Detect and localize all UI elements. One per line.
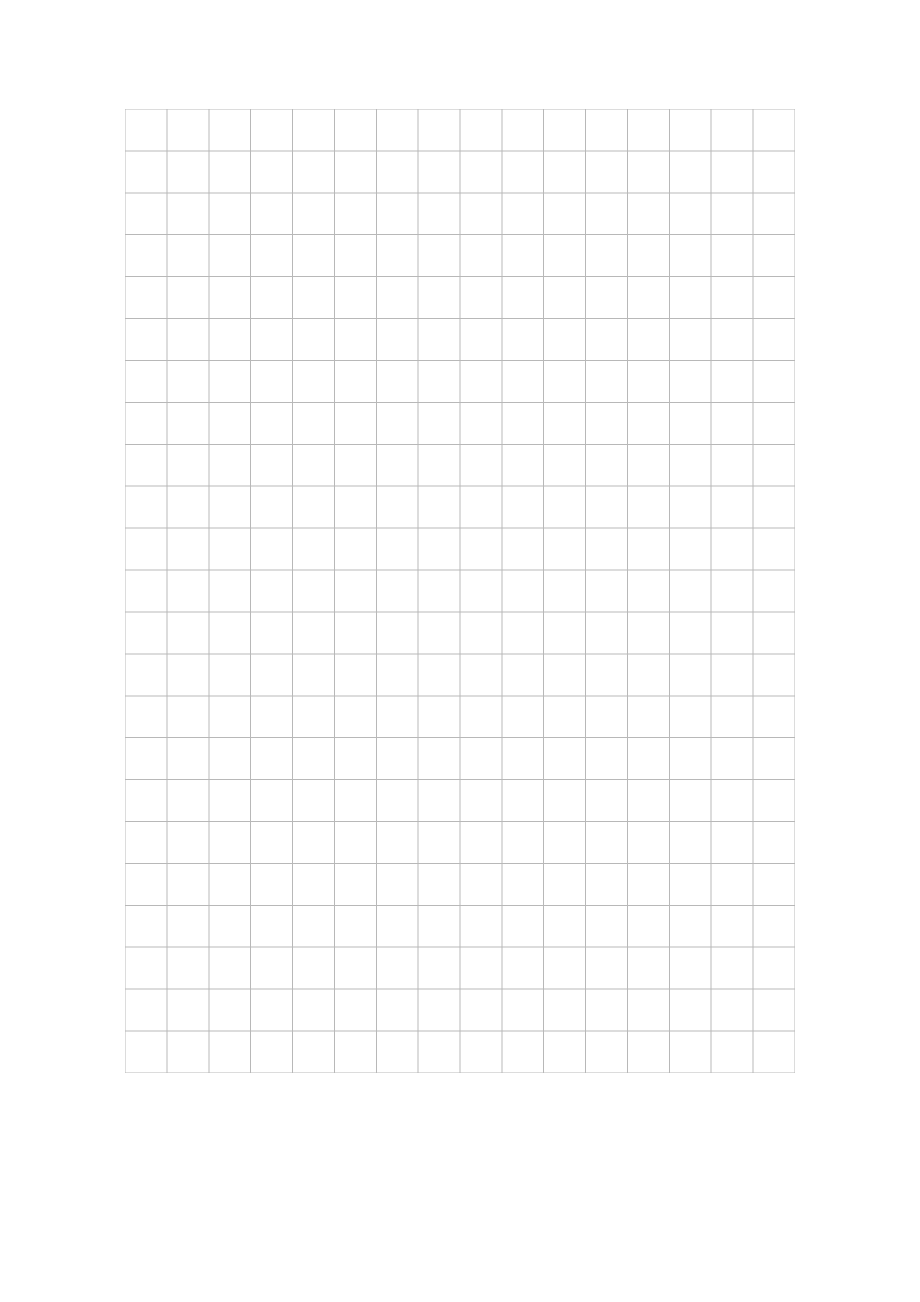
- blank-grid: [125, 109, 795, 1073]
- page: [0, 0, 920, 1302]
